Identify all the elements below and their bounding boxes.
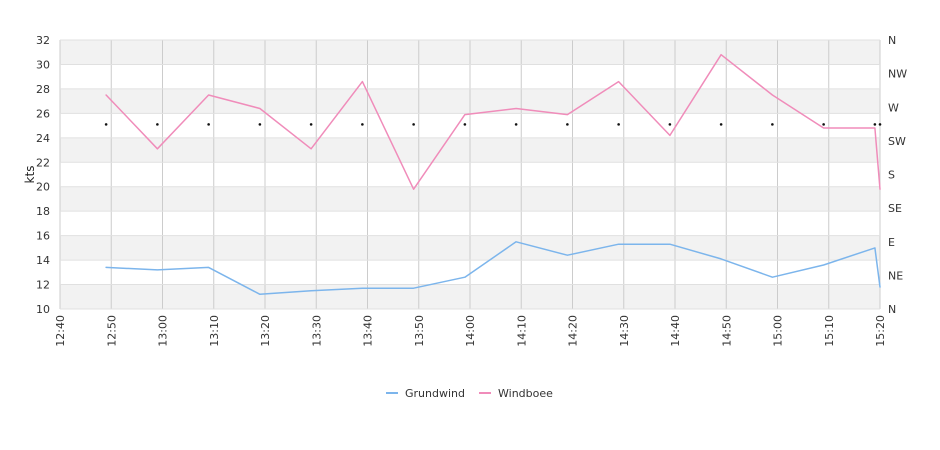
x-axis-ticks: 12:40 12:50 13:00 13:10 13:20 13:30 13:40 13:50… xyxy=(54,315,887,347)
x-tick-label: 13:10 xyxy=(208,315,221,347)
direction-marker xyxy=(412,123,415,126)
direction-marker xyxy=(463,123,467,126)
x-tick-label: 14:00 xyxy=(464,315,477,347)
x-tick-label: 13:50 xyxy=(413,315,426,347)
direction-marker xyxy=(566,123,569,126)
y-tick-label: 14 xyxy=(36,254,50,267)
x-tick-label: 14:20 xyxy=(567,315,580,347)
y-tick-label: 16 xyxy=(36,230,50,243)
direction-marker xyxy=(771,123,774,126)
x-tick-label: 12:40 xyxy=(54,315,67,347)
direction-tick-label: E xyxy=(888,236,895,249)
y-tick-label: 30 xyxy=(36,58,50,71)
direction-marker xyxy=(668,123,672,126)
direction-marker xyxy=(104,123,108,126)
y-tick-label: 18 xyxy=(36,205,50,218)
x-tick-label: 14:30 xyxy=(618,315,631,347)
x-tick-label: 15:00 xyxy=(772,315,785,347)
y-tick-label: 22 xyxy=(36,156,50,169)
x-tick-label: 13:40 xyxy=(362,315,375,347)
direction-tick-label: W xyxy=(888,101,899,114)
direction-tick-label: N xyxy=(888,34,896,47)
direction-marker xyxy=(617,123,620,126)
x-tick-label: 15:10 xyxy=(823,315,836,347)
direction-tick-label: N xyxy=(888,303,896,316)
y-tick-label: 20 xyxy=(36,181,50,194)
direction-marker xyxy=(309,123,313,126)
direction-marker xyxy=(156,123,159,126)
direction-tick-label: S xyxy=(888,169,895,182)
y-axis-title: kts xyxy=(23,166,37,184)
series-lines xyxy=(105,53,881,296)
y-tick-label: 12 xyxy=(36,279,50,292)
y-tick-label: 28 xyxy=(36,83,50,96)
direction-tick-label: SE xyxy=(888,202,902,215)
x-tick-label: 14:50 xyxy=(720,315,733,347)
direction-markers xyxy=(104,123,882,126)
direction-marker xyxy=(361,123,364,126)
x-tick-label: 13:20 xyxy=(259,315,272,347)
y-axis-ticks: 10 12 14 16 18 20 22 24 26 28 30 32 xyxy=(36,34,50,316)
legend-label: Windboee xyxy=(498,387,553,400)
series-line xyxy=(105,53,881,190)
legend: Grundwind Windboee xyxy=(386,387,553,400)
x-tick-label: 14:10 xyxy=(515,315,528,347)
horizontal-gridlines xyxy=(60,39,880,310)
direction-marker xyxy=(207,123,210,126)
direction-marker xyxy=(878,123,882,126)
y-tick-label: 10 xyxy=(36,303,50,316)
direction-axis-ticks: N NE E SE S SW W NW N xyxy=(888,34,907,316)
direction-marker xyxy=(873,123,877,126)
x-tick-label: 13:00 xyxy=(157,315,170,347)
direction-marker xyxy=(719,123,723,126)
direction-marker xyxy=(822,123,825,126)
direction-marker xyxy=(258,123,262,126)
direction-tick-label: NW xyxy=(888,68,907,81)
direction-tick-label: NE xyxy=(888,269,903,282)
series-line xyxy=(105,241,881,296)
y-tick-label: 32 xyxy=(36,34,50,47)
legend-label: Grundwind xyxy=(405,387,465,400)
y-tick-label: 24 xyxy=(36,132,50,145)
direction-tick-label: SW xyxy=(888,135,906,148)
x-tick-label: 12:50 xyxy=(105,315,118,347)
vertical-gridlines xyxy=(59,40,881,309)
direction-marker xyxy=(514,123,518,126)
x-tick-label: 14:40 xyxy=(669,315,682,347)
x-tick-label: 13:30 xyxy=(310,315,323,347)
x-tick-label: 15:20 xyxy=(874,315,887,347)
y-tick-label: 26 xyxy=(36,107,50,120)
